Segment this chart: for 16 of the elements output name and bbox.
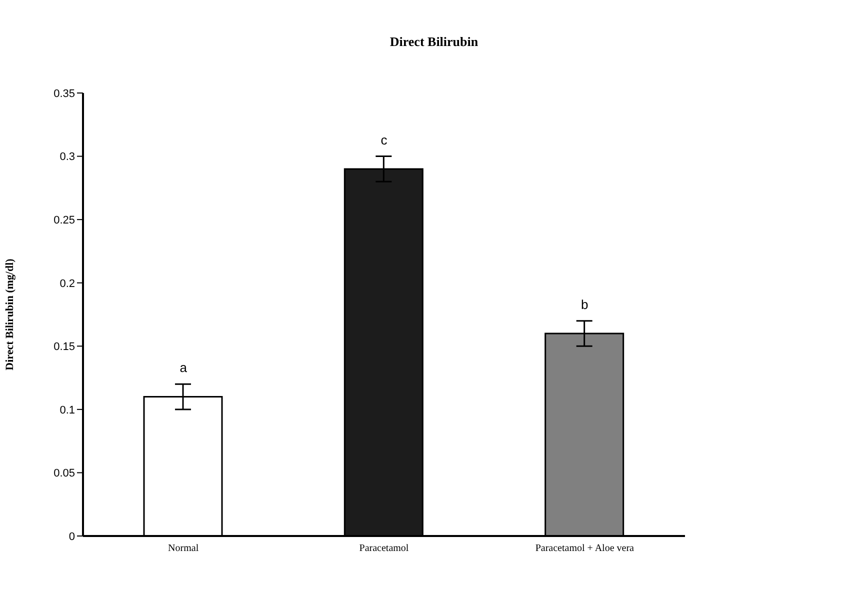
y-tick-label: 0.15 (54, 341, 75, 354)
y-axis-title: Direct Bilirubin (mg/dl) (4, 258, 16, 370)
y-tick-label: 0.35 (54, 88, 75, 100)
annotation: c (380, 132, 388, 148)
y-tick-label: 0.3 (60, 151, 75, 164)
y-tick-label: 0.25 (54, 214, 75, 226)
y-tick-label: 0.2 (60, 278, 75, 290)
annotation: a (180, 360, 188, 376)
chart-title: Direct Bilirubin (388, 34, 480, 50)
x-tick-label: Paracetamol + Aloe vera (535, 543, 635, 554)
x-tick-label: Normal (168, 543, 199, 554)
y-tick-label: 0 (68, 530, 75, 543)
y-tick-label: 0.1 (60, 404, 75, 416)
x-tick-label: Paracetamol (359, 543, 409, 554)
annotation: b (581, 296, 588, 312)
y-tick-label: 0.05 (54, 468, 75, 480)
